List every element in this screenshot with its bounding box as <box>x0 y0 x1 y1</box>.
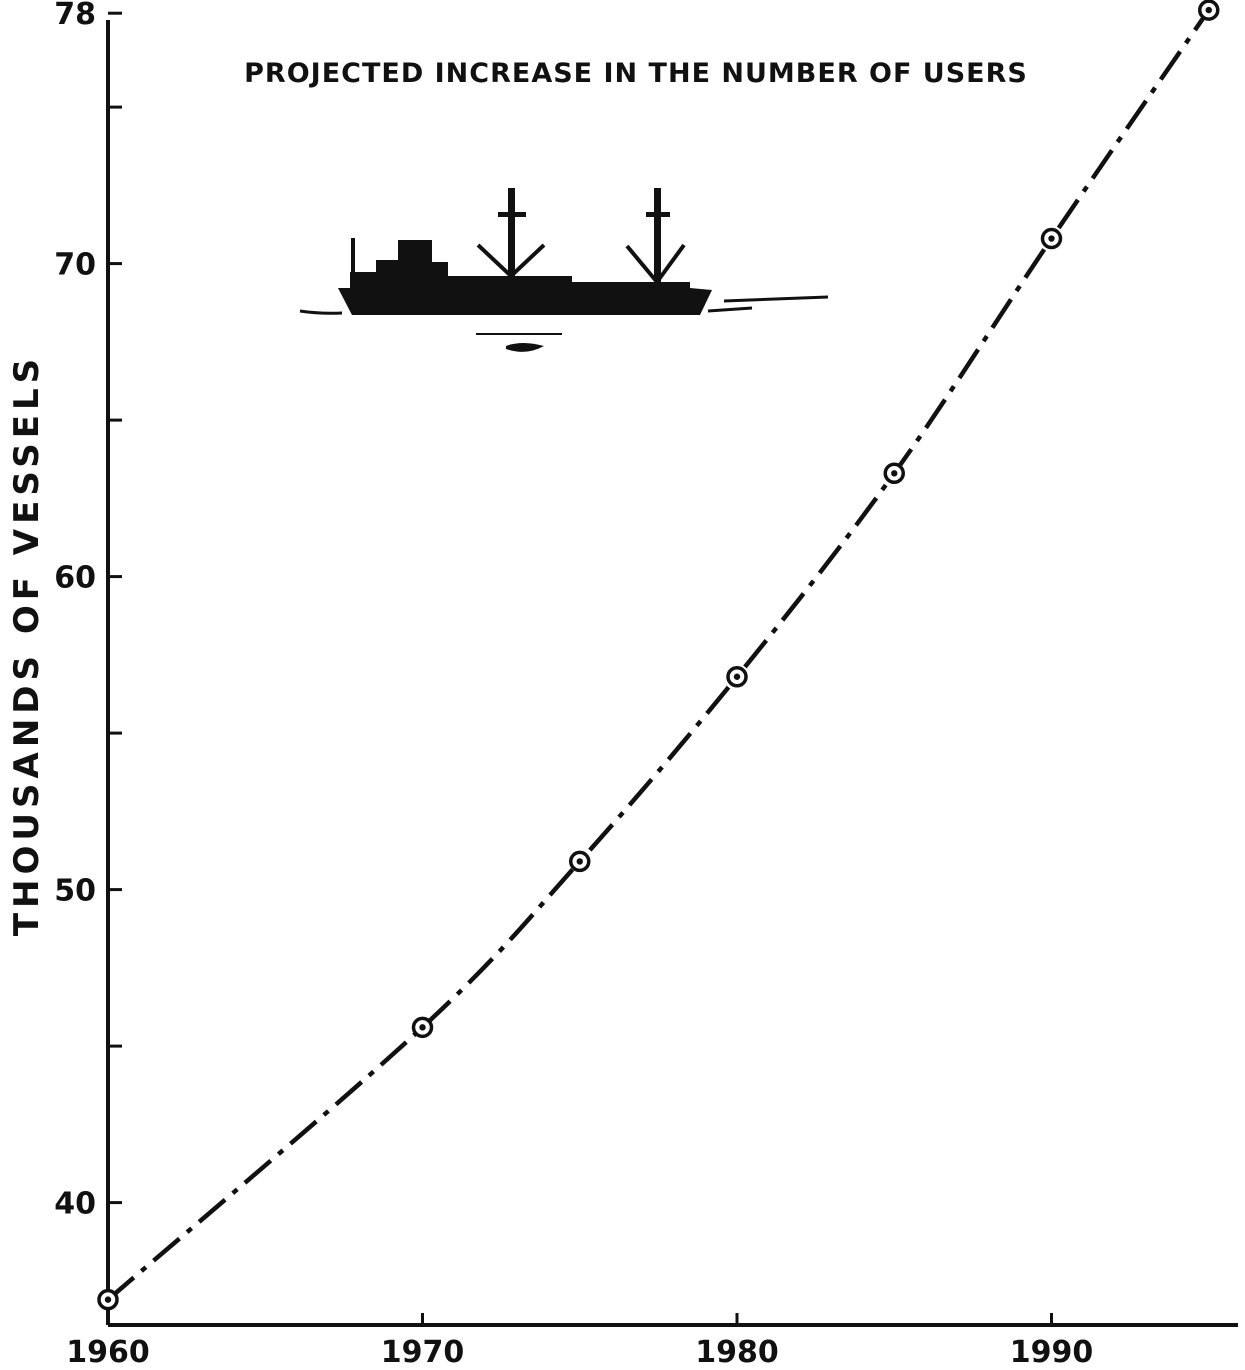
axes <box>106 20 1238 1327</box>
data-point <box>726 666 748 688</box>
y-tick-label: 78 <box>54 0 96 32</box>
data-point <box>97 1288 119 1311</box>
data-point <box>1198 0 1220 21</box>
data-point <box>411 1016 434 1039</box>
y-tick-label: 70 <box>54 248 96 283</box>
chart-title: PROJECTED INCREASE IN THE NUMBER OF USER… <box>244 58 1028 89</box>
data-point <box>569 850 591 873</box>
x-tick-label: 1990 <box>1010 1335 1094 1370</box>
y-tick-label: 60 <box>54 561 96 596</box>
x-tick-label: 1970 <box>381 1335 465 1370</box>
y-tick-label: 40 <box>54 1187 96 1222</box>
y-tick-label: 50 <box>54 874 96 909</box>
y-ticks: 40 50 60 70 78 <box>54 0 122 1222</box>
data-point <box>1040 227 1063 250</box>
y-axis-label: THOUSANDS OF VESSELS <box>7 354 47 936</box>
cargo-ship-icon <box>299 188 829 352</box>
x-tick-label: 1960 <box>66 1335 150 1370</box>
x-tick-label: 1980 <box>695 1335 779 1370</box>
data-point <box>883 462 905 485</box>
data-points <box>97 0 1220 1311</box>
x-ticks: 1960 1970 1980 1990 <box>66 1313 1093 1370</box>
